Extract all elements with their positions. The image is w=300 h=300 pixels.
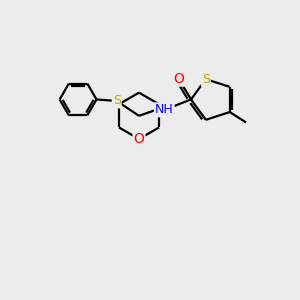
Text: NH: NH <box>155 103 174 116</box>
Text: O: O <box>134 132 144 146</box>
Text: S: S <box>202 73 210 85</box>
Text: O: O <box>173 72 184 86</box>
Text: S: S <box>113 94 121 107</box>
